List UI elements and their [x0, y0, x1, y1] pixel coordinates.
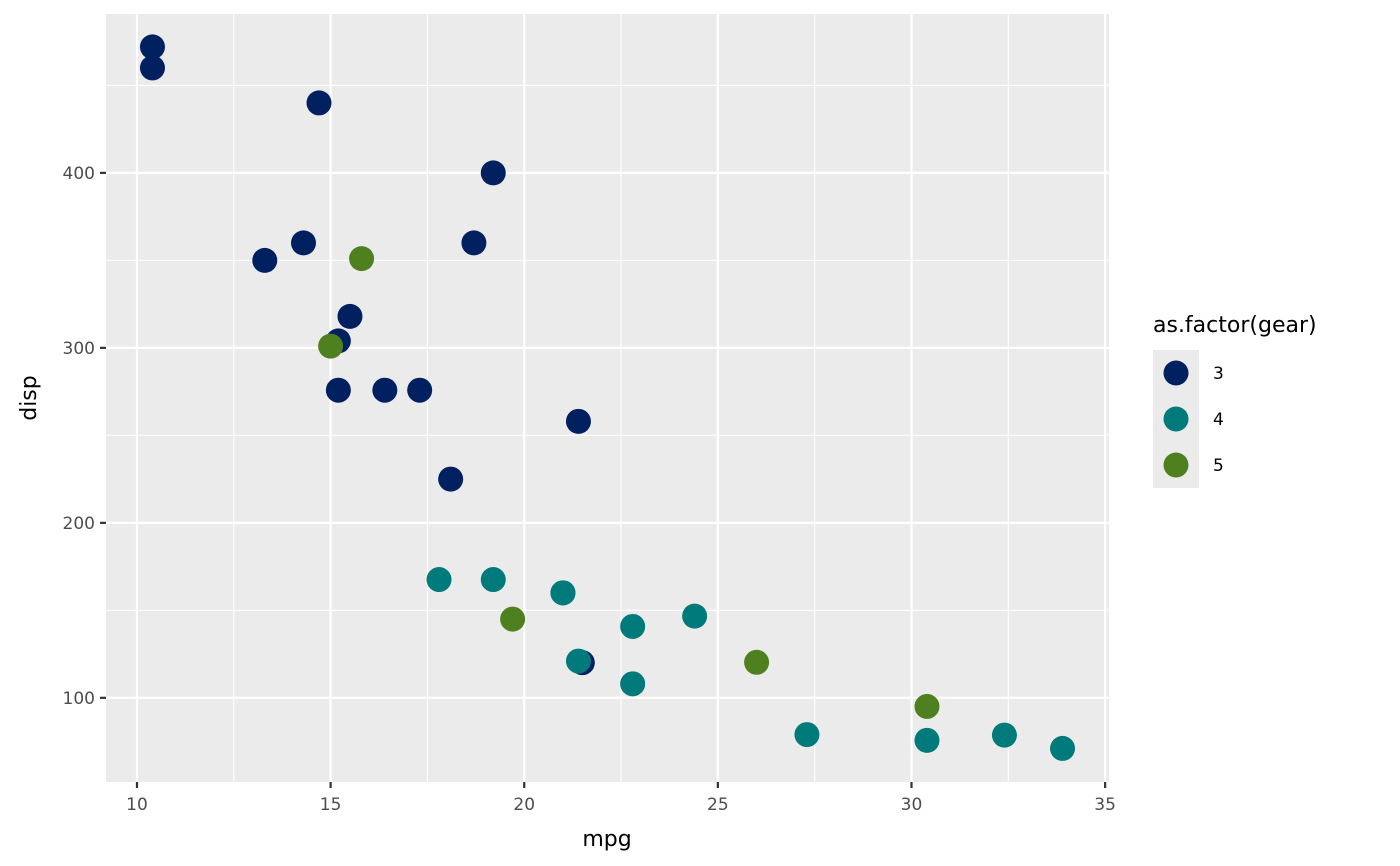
data-point-gear-5: [318, 333, 344, 359]
data-point-gear-3: [337, 303, 363, 329]
y-axis-tick-labels: 100 200 300 400: [63, 164, 95, 709]
data-point-gear-4: [426, 567, 452, 593]
data-point-gear-3: [438, 466, 464, 492]
data-points: [139, 34, 1076, 761]
data-point-gear-5: [744, 649, 770, 675]
legend-items: 3 4 5: [1163, 360, 1224, 478]
x-tick-label: 25: [707, 795, 729, 815]
data-point-gear-4: [682, 603, 708, 629]
data-point-gear-5: [349, 246, 375, 272]
legend-key-gear-5: [1163, 452, 1189, 478]
y-tick-label: 100: [63, 689, 95, 709]
x-tick-label: 35: [1094, 795, 1116, 815]
data-point-gear-3: [480, 160, 506, 186]
y-axis-title: disp: [17, 375, 42, 421]
x-tick-label: 20: [513, 795, 535, 815]
minor-gridlines: [106, 14, 1109, 782]
legend-key-gear-3: [1163, 360, 1189, 386]
data-point-gear-3: [139, 34, 165, 60]
y-tick-label: 300: [63, 339, 95, 359]
data-point-gear-3: [461, 230, 487, 256]
x-axis-tick-labels: 10 15 20 25 30 35: [126, 795, 1116, 815]
data-point-gear-3: [407, 377, 433, 403]
data-point-gear-5: [914, 693, 940, 719]
plot-panel: [106, 14, 1109, 782]
data-point-gear-4: [1050, 735, 1076, 761]
data-point-gear-3: [565, 408, 591, 434]
data-point-gear-3: [325, 377, 351, 403]
data-point-gear-4: [620, 671, 646, 697]
data-point-gear-4: [620, 613, 646, 639]
legend-key-gear-4: [1163, 406, 1189, 432]
y-tick-label: 200: [63, 514, 95, 534]
major-gridlines: [106, 14, 1109, 782]
data-point-gear-4: [914, 727, 940, 753]
x-tick-label: 30: [901, 795, 923, 815]
y-tick-label: 400: [63, 164, 95, 184]
legend: as.factor(gear) 3 4 5: [1153, 313, 1317, 488]
legend-label-gear-4: 4: [1213, 410, 1224, 430]
data-point-gear-3: [306, 90, 332, 116]
data-point-gear-5: [500, 606, 526, 632]
x-tick-label: 10: [126, 795, 148, 815]
legend-title: as.factor(gear): [1153, 313, 1317, 338]
axis-ticks: [100, 171, 1107, 788]
data-point-gear-3: [139, 55, 165, 81]
data-point-gear-4: [991, 722, 1017, 748]
data-point-gear-3: [291, 230, 317, 256]
data-point-gear-3: [372, 377, 398, 403]
x-axis-title: mpg: [582, 827, 631, 852]
data-point-gear-4: [565, 648, 591, 674]
data-point-gear-4: [480, 567, 506, 593]
data-point-gear-4: [550, 580, 576, 606]
legend-label-gear-3: 3: [1213, 364, 1224, 384]
data-point-gear-4: [794, 722, 820, 748]
data-point-gear-3: [252, 247, 278, 273]
legend-label-gear-5: 5: [1213, 456, 1224, 476]
x-tick-label: 15: [320, 795, 342, 815]
